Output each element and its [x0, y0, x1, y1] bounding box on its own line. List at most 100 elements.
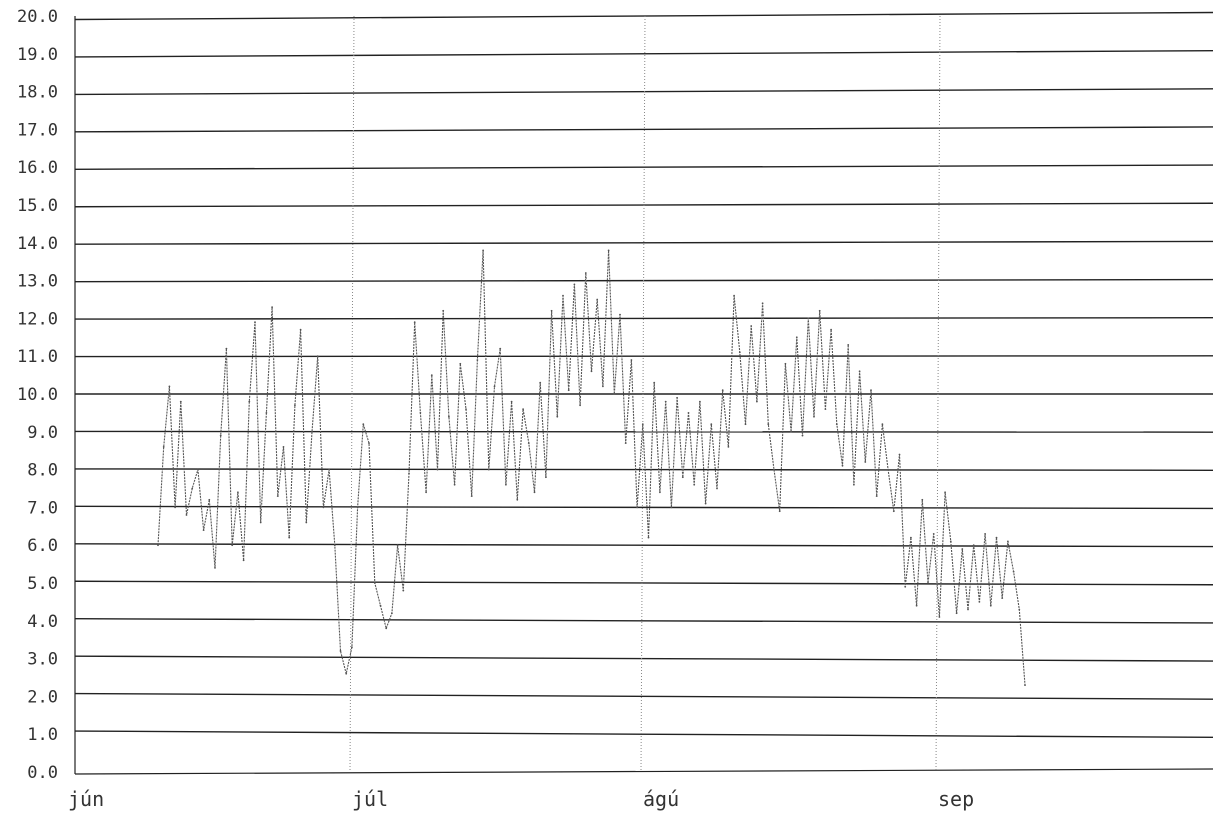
data-point-46	[419, 412, 422, 414]
data-point-97	[710, 423, 713, 426]
gridline-x-3	[935, 15, 941, 773]
x-tick-label-2: ágú	[643, 787, 679, 811]
x-tick-label-0: jún	[68, 787, 104, 811]
data-point-134	[921, 498, 924, 501]
data-point-0	[157, 544, 159, 547]
data-point-10	[214, 567, 216, 569]
plot-series	[157, 249, 1026, 686]
data-point-56	[476, 359, 479, 361]
data-point-91	[676, 396, 678, 399]
data-point-54	[465, 408, 467, 410]
y-tick-label-15-0: 15.0	[17, 196, 58, 216]
data-point-72	[567, 389, 570, 392]
data-point-92	[681, 476, 684, 479]
data-point-135	[927, 582, 929, 584]
y-tick-label-12-0: 12.0	[17, 309, 58, 329]
data-point-44	[408, 472, 410, 475]
gridline-y-5-0	[74, 580, 1213, 586]
y-tick-label-0-0: 0.0	[27, 763, 58, 783]
data-point-32	[339, 650, 342, 652]
data-point-76	[590, 370, 593, 373]
data-point-23	[288, 536, 291, 539]
data-point-122	[853, 483, 855, 486]
y-tick-label-4-0: 4.0	[27, 612, 58, 632]
y-tick-label-20-0: 20.0	[17, 7, 58, 27]
data-point-108	[773, 468, 775, 471]
data-point-50	[442, 309, 445, 312]
y-tick-label-18-0: 18.0	[17, 83, 58, 103]
data-point-53	[459, 362, 462, 365]
data-point-115	[813, 415, 815, 418]
data-point-37	[368, 442, 370, 444]
data-point-124	[864, 461, 867, 463]
data-point-64	[522, 408, 524, 410]
data-point-17	[254, 321, 256, 324]
data-point-113	[801, 434, 804, 437]
data-point-116	[818, 309, 821, 312]
data-point-49	[436, 468, 439, 471]
data-point-45	[413, 321, 416, 324]
data-point-80	[613, 393, 616, 395]
data-point-112	[795, 336, 798, 339]
data-point-118	[830, 328, 832, 331]
data-point-38	[373, 582, 376, 584]
data-point-117	[824, 408, 827, 410]
data-point-78	[602, 385, 604, 388]
data-point-119	[835, 423, 838, 426]
data-point-34	[351, 646, 353, 649]
data-point-60	[499, 347, 502, 350]
data-point-57	[482, 249, 484, 252]
data-point-128	[887, 468, 889, 471]
data-point-9	[208, 498, 211, 501]
data-point-102	[738, 351, 741, 354]
data-point-84	[636, 506, 638, 509]
gridline-y-2-0	[74, 692, 1213, 700]
data-point-69	[550, 309, 553, 312]
y-tick-label-3-0: 3.0	[27, 650, 58, 670]
data-point-105	[756, 400, 758, 403]
data-point-65	[527, 442, 530, 444]
data-point-104	[750, 325, 753, 327]
data-point-11	[219, 434, 222, 437]
gridline-y-17-0	[74, 126, 1213, 133]
data-point-109	[778, 510, 781, 513]
data-point-5	[185, 514, 188, 516]
data-point-6	[191, 487, 194, 490]
data-point-151	[1018, 608, 1021, 611]
data-point-110	[784, 362, 787, 365]
data-point-140	[955, 612, 958, 615]
data-point-43	[402, 589, 405, 592]
data-point-88	[659, 491, 661, 494]
data-point-99	[721, 389, 724, 392]
data-point-90	[670, 506, 673, 509]
y-tick-label-19-0: 19.0	[17, 45, 58, 65]
data-point-146	[989, 604, 992, 607]
data-point-68	[545, 476, 547, 479]
x-tick-label-3: sep	[938, 787, 974, 811]
data-point-58	[487, 468, 490, 471]
data-point-33	[345, 672, 348, 675]
data-point-125	[870, 389, 872, 392]
data-point-127	[881, 423, 884, 426]
gridline-y-3-0	[74, 655, 1213, 662]
data-point-41	[391, 612, 393, 615]
data-point-62	[510, 400, 513, 403]
data-point-2	[168, 385, 171, 388]
data-point-59	[493, 385, 496, 388]
data-point-133	[915, 604, 918, 607]
y-tick-label-9-0: 9.0	[27, 423, 58, 443]
gridline-y-14-0	[74, 240, 1213, 245]
data-point-14	[237, 491, 239, 494]
data-point-82	[624, 442, 627, 444]
data-point-35	[356, 506, 359, 509]
data-point-94	[693, 483, 696, 486]
data-point-83	[630, 359, 633, 361]
data-point-93	[687, 412, 690, 414]
gridline-y-6-0	[74, 543, 1213, 548]
data-point-131	[904, 585, 907, 588]
data-point-71	[562, 294, 564, 297]
data-point-47	[425, 491, 427, 494]
data-point-39	[379, 604, 382, 607]
data-point-15	[242, 559, 245, 562]
